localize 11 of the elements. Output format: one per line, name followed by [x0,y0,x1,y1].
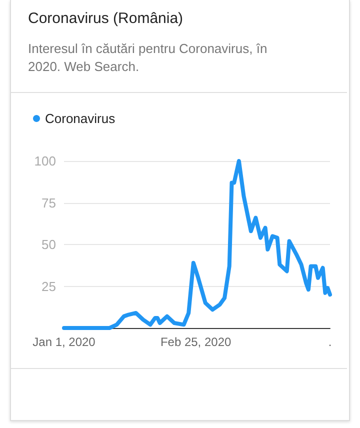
line-series [62,159,332,330]
chart-title: Coronavirus (România) [28,10,184,27]
chart-subtitle: Interesul în căutări pentru Coronavirus, în 2020. Web Search. [28,40,268,76]
y-tick-label: 50 [42,237,56,252]
y-tick-label: 100 [34,154,56,168]
x-tick-label: Feb 25, 2020 [160,335,232,349]
y-tick-label: 75 [42,195,56,210]
legend-label: Coronavirus [45,111,116,126]
x-tick-label: . [328,335,332,349]
y-tick-label: 25 [42,278,56,294]
x-tick-label: Jan 1, 2020 [32,335,96,349]
